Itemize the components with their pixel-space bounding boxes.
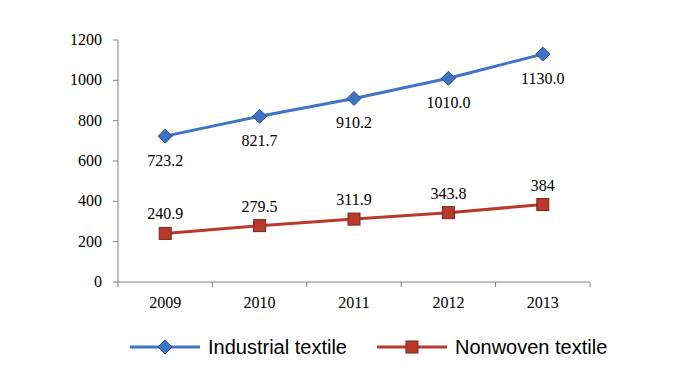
plot-area [158, 47, 550, 239]
y-tick-label: 1000 [70, 71, 102, 88]
data-label: 910.2 [336, 114, 372, 131]
x-tick-label: 2011 [338, 294, 369, 311]
y-tick [113, 161, 118, 162]
y-tick-label: 600 [78, 152, 102, 169]
data-label: 384 [531, 177, 555, 194]
data-label: 240.9 [147, 205, 183, 222]
data-labels: 723.2 821.7 910.2 1010.0 1130.0 240.9 279.5 311… [147, 70, 564, 222]
legend: Industrial textile Nonwoven textile [130, 336, 607, 358]
series-marker [253, 109, 267, 123]
data-label: 723.2 [147, 152, 183, 169]
y-tick-label: 0 [94, 273, 102, 290]
series-line [165, 205, 543, 234]
x-tick-label: 2013 [527, 294, 559, 311]
x-tick [590, 282, 591, 287]
chart-svg: 0 200 400 600 800 1000 1200 2009 2010 2011 2012 201… [0, 0, 699, 392]
y-tick [113, 241, 118, 242]
y-tick [113, 201, 118, 202]
data-label: 1130.0 [521, 70, 564, 87]
series-marker [442, 207, 454, 219]
x-tick [401, 282, 402, 287]
x-tick [306, 282, 307, 287]
y-tick-label: 1200 [70, 31, 102, 48]
series-marker [441, 71, 455, 85]
legend-label: Nonwoven textile [455, 336, 607, 358]
data-label: 279.5 [242, 198, 278, 215]
x-tick [212, 282, 213, 287]
data-label: 1010.0 [426, 94, 470, 111]
x-tick [495, 282, 496, 287]
series-marker [159, 227, 171, 239]
y-tick [113, 120, 118, 121]
series-marker [536, 47, 550, 61]
x-tick-label: 2012 [432, 294, 464, 311]
legend-label: Industrial textile [208, 336, 347, 358]
x-tick-label: 2009 [149, 294, 181, 311]
y-tick [113, 80, 118, 81]
x-axis-line [118, 282, 590, 283]
y-tick-label: 200 [78, 233, 102, 250]
data-label: 311.9 [336, 191, 371, 208]
y-tick-label: 800 [78, 112, 102, 129]
series-line [165, 54, 543, 136]
chart-container: 0 200 400 600 800 1000 1200 2009 2010 2011 2012 201… [0, 0, 699, 392]
x-tick-label: 2010 [244, 294, 276, 311]
legend-marker [406, 341, 418, 353]
data-label: 343.8 [430, 185, 466, 202]
y-tick [113, 282, 118, 283]
legend-marker [158, 340, 172, 354]
series-marker [537, 199, 549, 211]
y-tick-label: 400 [78, 192, 102, 209]
data-label: 821.7 [242, 132, 278, 149]
series-marker [347, 91, 361, 105]
series-marker [254, 220, 266, 232]
series-marker [348, 213, 360, 225]
series-marker [158, 129, 172, 143]
x-tick [118, 282, 119, 287]
y-tick [113, 40, 118, 41]
